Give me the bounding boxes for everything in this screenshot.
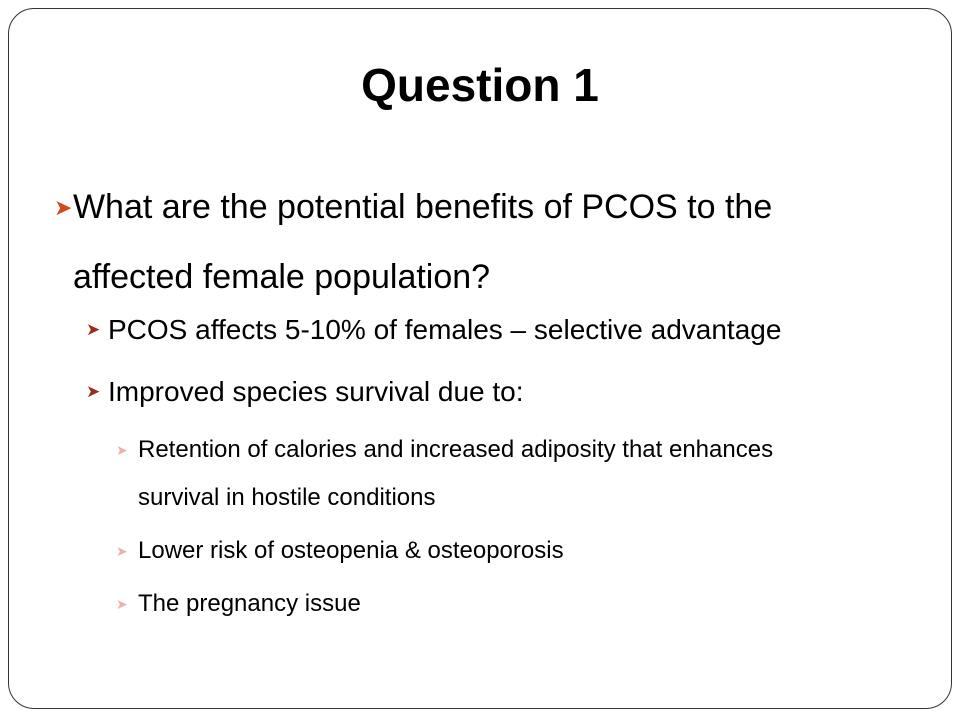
bullet-text: Lower risk of osteopenia & osteoporosis xyxy=(138,537,564,564)
bullet-level1: ➤ What are the potential benefits of PCO… xyxy=(54,172,894,312)
slide-title: Question 1 xyxy=(361,59,599,111)
bullet-level3: ➤ Lower risk of osteopenia & osteoporosi… xyxy=(116,527,876,575)
bullet-level2: ➤ Improved species survival due to: xyxy=(86,372,524,412)
bullet-level2: ➤ PCOS affects 5-10% of females – select… xyxy=(86,310,781,350)
arrow-bullet-icon: ➤ xyxy=(86,320,101,339)
arrow-bullet-icon: ➤ xyxy=(116,596,128,612)
bullet-text: PCOS affects 5-10% of females – selectiv… xyxy=(108,314,782,345)
bullet-text: Retention of calories and increased adip… xyxy=(138,436,774,511)
arrow-bullet-icon: ➤ xyxy=(116,543,128,559)
slide-frame xyxy=(8,8,952,709)
bullet-text: Improved species survival due to: xyxy=(108,376,524,407)
arrow-bullet-icon: ➤ xyxy=(116,442,128,458)
bullet-text: The pregnancy issue xyxy=(138,590,361,617)
bullet-level3: ➤ The pregnancy issue xyxy=(116,580,876,628)
arrow-bullet-icon: ➤ xyxy=(54,195,73,220)
bullet-text: What are the potential benefits of PCOS … xyxy=(72,188,773,296)
bullet-level3: ➤ Retention of calories and increased ad… xyxy=(116,426,876,522)
arrow-bullet-icon: ➤ xyxy=(86,382,101,401)
